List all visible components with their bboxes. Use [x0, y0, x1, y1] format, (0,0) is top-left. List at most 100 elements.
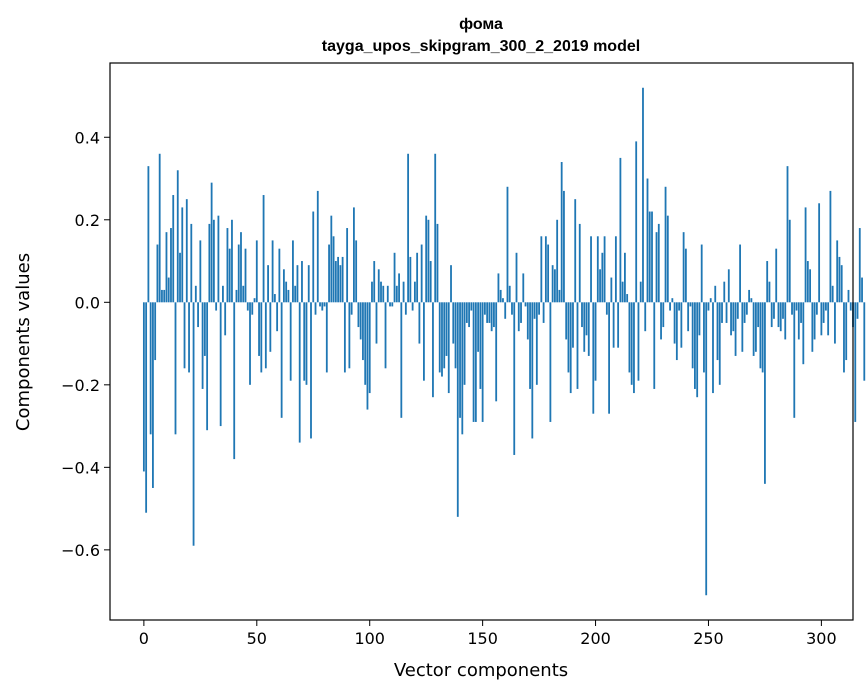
bar	[694, 302, 696, 389]
bar	[578, 223, 581, 303]
bar	[312, 211, 315, 303]
bar	[332, 236, 335, 303]
bar	[836, 240, 839, 303]
chart-title-line1: фома	[459, 16, 503, 33]
bar	[481, 302, 484, 422]
bar	[246, 302, 249, 311]
bar	[346, 228, 349, 303]
bar	[684, 248, 687, 303]
bar	[642, 87, 644, 303]
bar	[777, 302, 780, 328]
bar	[587, 302, 590, 356]
bar	[380, 281, 382, 303]
bar	[818, 203, 821, 303]
bar	[779, 302, 782, 332]
bar	[567, 302, 570, 373]
bar	[544, 236, 547, 303]
bar	[764, 302, 766, 484]
bar	[165, 232, 168, 303]
bar	[206, 302, 209, 431]
y-axis-label: Components values	[13, 253, 34, 431]
bar	[158, 153, 161, 303]
bar	[628, 302, 631, 373]
bar	[217, 215, 220, 303]
bar	[280, 302, 283, 418]
bar	[341, 256, 344, 303]
bar	[707, 302, 710, 311]
bar	[718, 302, 721, 385]
bar	[258, 302, 260, 356]
bar	[199, 240, 202, 303]
bar	[854, 302, 857, 422]
x-axis-label: Vector components	[394, 660, 568, 681]
bar	[689, 302, 692, 307]
bar	[757, 302, 760, 328]
bar	[343, 302, 346, 373]
bar	[705, 302, 708, 596]
bar	[788, 219, 791, 303]
bar	[210, 182, 213, 303]
bar	[373, 261, 376, 303]
bar	[163, 289, 166, 303]
bar	[389, 302, 391, 307]
bar	[637, 302, 640, 381]
bar	[402, 281, 405, 303]
bar	[601, 252, 604, 303]
bar	[556, 219, 559, 303]
x-tick-label: 250	[693, 629, 724, 648]
bar	[212, 219, 215, 303]
bar	[553, 269, 556, 303]
bar	[624, 252, 626, 303]
bar	[563, 190, 565, 303]
bar	[292, 240, 294, 303]
bar	[655, 232, 658, 303]
bar	[364, 302, 367, 385]
bar	[438, 302, 441, 373]
bar	[253, 298, 256, 303]
bar	[752, 302, 755, 356]
bar	[786, 166, 789, 303]
bar	[592, 302, 595, 414]
bar	[267, 265, 269, 303]
bar	[775, 248, 778, 303]
bar	[237, 244, 240, 303]
bar	[813, 302, 816, 340]
bar	[714, 285, 717, 303]
bar	[691, 302, 694, 369]
bar	[413, 281, 416, 303]
bar	[316, 190, 319, 303]
bar	[723, 281, 726, 303]
bar	[450, 265, 452, 303]
bar	[840, 265, 843, 303]
x-tick-label: 150	[467, 629, 498, 648]
plot-frame	[109, 62, 854, 621]
bar	[307, 265, 310, 303]
bar	[815, 302, 818, 315]
bar	[382, 285, 385, 303]
bar	[285, 281, 288, 303]
bar	[646, 178, 649, 303]
bar	[459, 302, 461, 418]
bar	[529, 302, 531, 389]
bar	[228, 248, 231, 303]
bar	[680, 302, 683, 348]
bar	[156, 244, 159, 303]
bar	[154, 302, 157, 361]
bar	[197, 302, 199, 328]
bar	[423, 302, 425, 381]
bar	[251, 302, 254, 315]
bar	[736, 302, 739, 319]
bar	[727, 269, 730, 303]
bar	[542, 302, 545, 323]
bar	[301, 261, 303, 303]
bar	[355, 240, 358, 303]
bar	[190, 223, 193, 303]
bar	[675, 302, 678, 361]
bar	[368, 302, 371, 394]
bar	[696, 302, 699, 398]
bar	[499, 289, 502, 303]
bar	[576, 302, 579, 389]
bar	[479, 302, 482, 389]
bar	[614, 236, 617, 303]
